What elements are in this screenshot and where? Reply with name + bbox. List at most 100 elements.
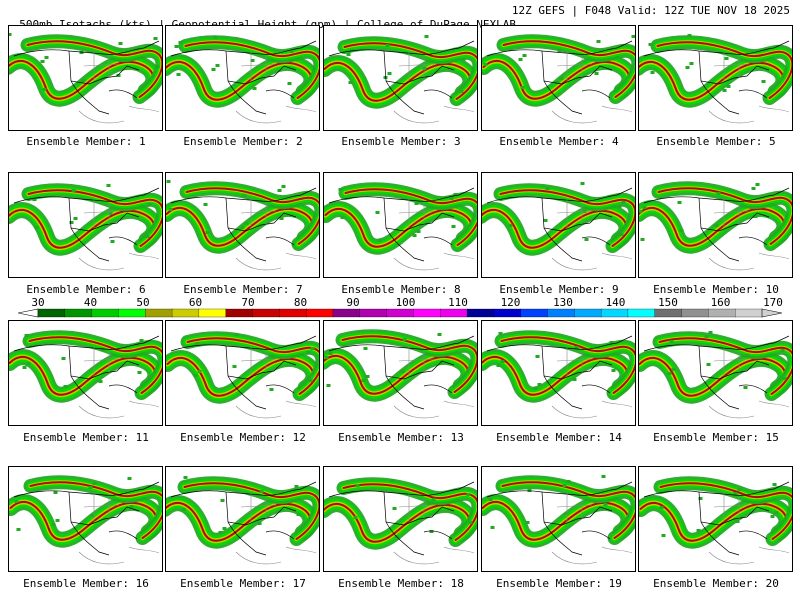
isotach-speckle	[422, 67, 427, 70]
jet-stream-map	[166, 331, 319, 419]
jet-stream-map	[9, 183, 162, 271]
isotach-speckle	[580, 182, 585, 185]
isotach-band	[639, 207, 786, 247]
isotach-band	[183, 482, 319, 540]
colorbar-tick-label: 30	[31, 296, 45, 309]
isotach-speckle	[205, 231, 210, 234]
isotach-speckle	[32, 198, 37, 201]
panel-label: Ensemble Member: 5	[656, 135, 776, 148]
panel-label: Ensemble Member: 2	[183, 135, 303, 148]
state-borders	[551, 492, 633, 565]
isotach-band	[324, 208, 473, 248]
isotach-speckle	[780, 349, 785, 352]
isotach-speckle	[88, 486, 93, 489]
isotach-speckle	[535, 355, 540, 358]
isotach-speckle	[490, 526, 495, 529]
isotach-speckle	[483, 63, 488, 66]
isotach-speckle	[98, 380, 103, 383]
isotach-speckle	[211, 68, 216, 71]
colorbar-arrow-left	[17, 308, 39, 318]
colorbar-tick-label: 150	[658, 296, 678, 309]
isotach-speckle	[197, 370, 202, 373]
state-borders	[708, 198, 790, 271]
colorbar-swatch	[359, 308, 388, 318]
isotach-speckle	[328, 352, 333, 355]
isotach-band	[501, 481, 635, 539]
isotach-speckle	[555, 81, 560, 84]
isotach-band	[166, 357, 315, 397]
isotach-band	[482, 209, 628, 249]
ensemble-panel-20	[638, 466, 793, 572]
isotach-speckle	[594, 72, 599, 75]
isotach-speckle	[698, 497, 703, 500]
isotach-speckle	[400, 370, 405, 373]
isotach-speckle	[252, 87, 257, 90]
jet-stream-map	[9, 33, 162, 124]
isotach-speckle	[671, 368, 676, 371]
ensemble-panel-3	[323, 25, 478, 131]
isotach-speckle	[696, 529, 701, 532]
colorbar-swatch	[118, 308, 146, 318]
isotach-band	[656, 41, 792, 99]
isotach-speckle	[145, 235, 150, 238]
isotach-speckle	[704, 335, 709, 338]
isotach-speckle	[392, 507, 397, 510]
state-borders	[708, 346, 790, 419]
isotach-speckle	[650, 71, 655, 74]
colorbar-swatch	[413, 308, 441, 318]
ensemble-panel-2	[165, 25, 320, 131]
isotach-speckle	[375, 211, 380, 214]
isotach-speckle	[40, 60, 45, 63]
jet-stream-map	[482, 182, 635, 271]
colorbar-arrow-right	[761, 308, 783, 318]
colorbar-tick-label: 120	[500, 296, 521, 309]
isotach-speckle	[706, 363, 711, 366]
isotach-speckle	[355, 484, 360, 487]
isotach-speckle	[9, 33, 12, 36]
isotach-speckle	[61, 357, 66, 360]
jet-stream-map	[166, 476, 319, 565]
colorbar-swatch	[91, 308, 120, 318]
panel-label: Ensemble Member: 4	[499, 135, 619, 148]
coastline	[13, 187, 160, 262]
isotach-speckle	[667, 372, 672, 375]
isotach-speckle	[761, 80, 766, 83]
isotach-speckle	[498, 332, 503, 335]
state-borders	[78, 198, 160, 271]
isotach-speckle	[782, 377, 787, 380]
isotach-band	[26, 40, 162, 98]
ensemble-panel-9	[481, 172, 636, 278]
coastline	[328, 187, 475, 262]
isotach-speckle	[559, 77, 564, 80]
isotach-speckle	[735, 520, 740, 523]
isotach-speckle	[277, 189, 282, 192]
coastline	[170, 335, 317, 410]
isotach-band	[341, 335, 477, 393]
isotach-speckle	[599, 507, 604, 510]
isotach-speckle	[287, 82, 292, 85]
isotach-speckle	[685, 66, 690, 69]
isotach-speckle	[518, 58, 523, 61]
isotach-speckle	[461, 58, 466, 61]
isotach-speckle	[353, 516, 358, 519]
state-borders	[78, 492, 160, 565]
panel-label: Ensemble Member: 20	[653, 577, 779, 590]
isotach-speckle	[617, 205, 622, 208]
isotach-speckle	[611, 369, 616, 372]
isotach-speckle	[639, 210, 643, 213]
colorbar-tick-label: 70	[241, 296, 255, 309]
isotach-speckle	[234, 333, 239, 336]
jet-stream-map	[639, 331, 792, 419]
coastline	[643, 481, 790, 556]
isotach-speckle	[90, 514, 95, 517]
isotach-band	[343, 42, 477, 100]
isotach-speckle	[242, 194, 247, 197]
isotach-speckle	[139, 339, 144, 342]
isotach-speckle	[55, 519, 60, 522]
isotach-speckle	[466, 493, 471, 496]
isotach-band	[500, 336, 635, 394]
isotach-speckle	[16, 528, 21, 531]
isotach-speckle	[726, 85, 731, 88]
jet-stream-map	[324, 35, 477, 124]
state-borders	[708, 51, 790, 124]
